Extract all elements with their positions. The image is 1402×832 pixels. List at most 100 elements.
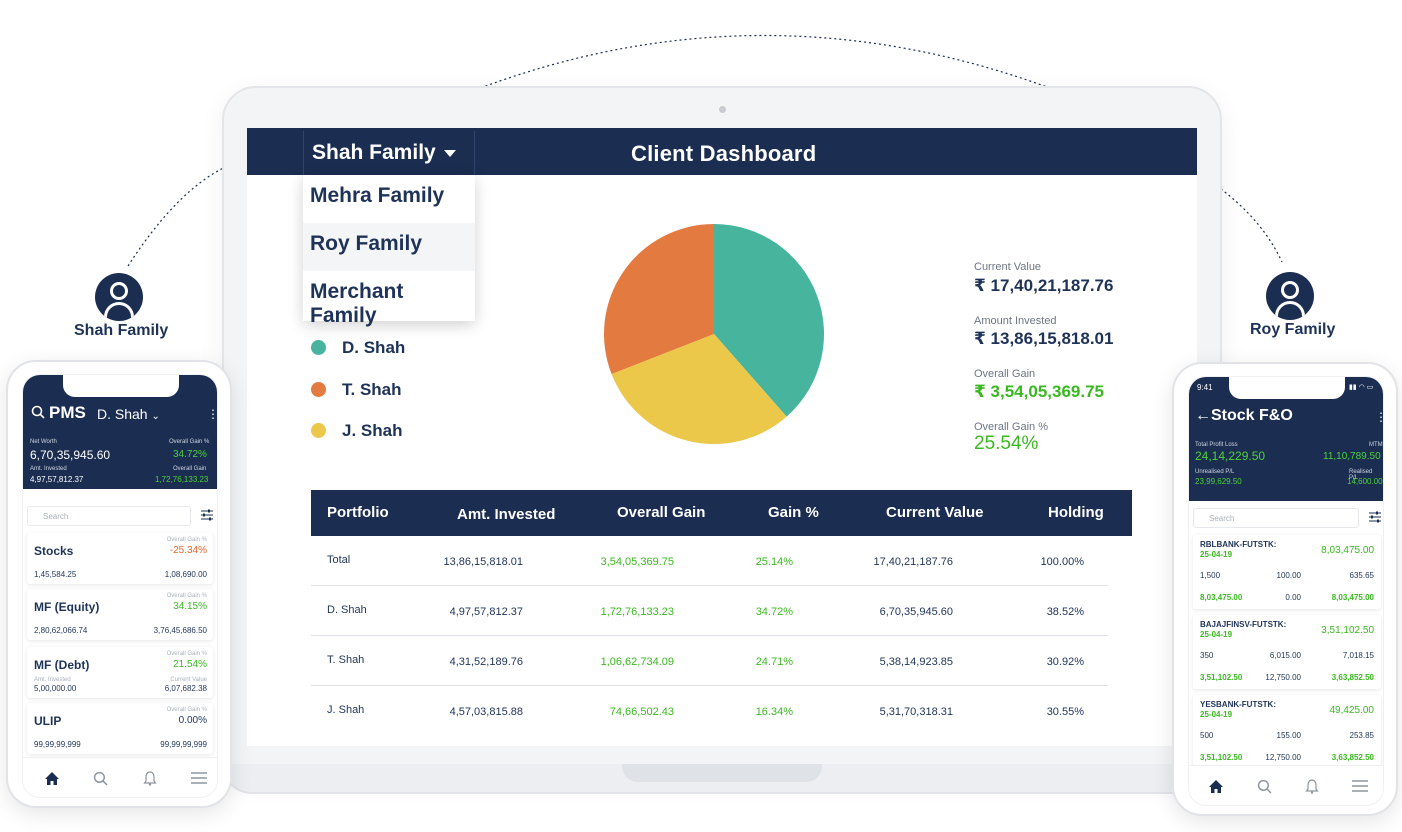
current-value: 3,76,45,686.50 — [153, 626, 207, 635]
column-header: Overall Gain — [617, 504, 706, 521]
status-icons: ▮▮ ◠ ▭ — [1349, 384, 1374, 391]
table-cell: 100.00% — [1040, 556, 1084, 568]
pie-slice-t-shah[interactable] — [604, 224, 714, 374]
unrealised-pl: 3,51,102.50 — [1200, 673, 1243, 682]
gain-label: Overall Gain % — [166, 707, 207, 713]
expiry-date: 25-04-19 — [1200, 630, 1233, 639]
back-arrow-icon[interactable]: ← — [1195, 407, 1211, 424]
qty: 350 — [1200, 651, 1214, 660]
menu-item-mehra[interactable]: Mehra Family — [310, 184, 445, 207]
legend-item: T. Shah — [311, 380, 402, 402]
table-row[interactable]: T. Shah 4,31,52,189.76 1,06,62,734.09 24.71… — [311, 636, 1108, 686]
search-icon[interactable] — [93, 771, 108, 786]
asset-card[interactable]: MF (Equity) Overall Gain % 34.15% 2,80,62,0… — [27, 589, 213, 640]
home-icon[interactable] — [44, 771, 60, 786]
position-card[interactable]: RBLBANK-FUTSTK: 25-04-19 8,03,475.00 1,500 1… — [1193, 535, 1381, 609]
avg-price: 100.00 — [1276, 571, 1301, 580]
current-value: 1,08,690.00 — [164, 570, 207, 579]
camera — [719, 106, 726, 113]
pie-chart — [604, 224, 824, 444]
amt-invested: 2,80,62,066.74 — [34, 626, 88, 635]
column-header: Portfolio — [327, 504, 389, 521]
table-cell: 24.71% — [755, 656, 793, 668]
pms-header: PMS D. Shah ⌄ ⋮ Net Worth 6,70,35,945.60… — [23, 375, 217, 489]
right-phone: 9:41 ▮▮ ◠ ▭ ←Stock F&O ⋮ Total Profit Lo… — [1172, 362, 1398, 816]
user-icon — [95, 273, 143, 321]
user-icon — [1266, 272, 1314, 320]
overall-gain-label: Overall Gain — [173, 466, 207, 472]
table-cell: D. Shah — [327, 604, 367, 616]
search-input[interactable]: Search — [1193, 508, 1359, 528]
phone-notch — [63, 375, 179, 397]
realised-pl: 12,750.00 — [1265, 673, 1301, 682]
unrealised-pl: 8,03,475.00 — [1200, 593, 1243, 602]
avg-price: 6,015.00 — [1269, 651, 1301, 660]
menu-item-merchant[interactable]: Merchant Family — [310, 280, 404, 327]
right-user-label: Roy Family — [1250, 321, 1336, 338]
asset-card[interactable]: MF (Debt) Overall Gain % 21.54% Amt. Invest… — [27, 647, 213, 698]
menu-icon[interactable] — [191, 772, 207, 784]
more-icon[interactable]: ⋮ — [207, 407, 218, 421]
legend-item: D. Shah — [311, 338, 405, 360]
column-header: Amt. Invested — [457, 506, 556, 523]
amount-invested-label: Amount Invested — [974, 315, 1057, 327]
table-cell: J. Shah — [327, 704, 365, 716]
caret-down-icon — [443, 149, 456, 157]
gain-value: 21.54% — [173, 659, 207, 670]
filter-icon[interactable] — [200, 508, 214, 522]
overall-gain: 1,72,76,133.23 — [155, 475, 209, 484]
chevron-down-icon: ⌄ — [151, 411, 160, 422]
filter-icon[interactable] — [1368, 510, 1382, 524]
more-icon[interactable]: ⋮ — [1375, 410, 1383, 424]
home-icon[interactable] — [1208, 779, 1224, 794]
asset-card[interactable]: ULIP Overall Gain % 0.00% 99,99,99,999 99,99… — [27, 703, 213, 754]
table-row[interactable]: D. Shah 4,97,57,812.37 1,72,76,133.23 34.72… — [311, 586, 1108, 636]
asset-card[interactable]: Stocks Overall Gain % -25.34% 1,45,584.25 1,… — [27, 533, 213, 584]
total-pl: 3,63,852.50 — [1331, 673, 1374, 682]
search-icon[interactable] — [31, 405, 45, 419]
search-input[interactable]: Search — [27, 506, 191, 526]
table-row[interactable]: J. Shah 4,57,03,815.88 74,66,502.43 16.34% 5… — [311, 686, 1108, 736]
bell-icon[interactable] — [143, 771, 157, 786]
left-label: Amt. Invested — [34, 677, 71, 683]
user-switcher[interactable]: D. Shah ⌄ — [97, 406, 160, 422]
asset-name: MF (Debt) — [34, 658, 90, 672]
total-pl: 8,03,475.00 — [1331, 593, 1374, 602]
table-header: Portfolio Amt. Invested Overall Gain Gai… — [311, 490, 1132, 536]
table-cell: 5,31,70,318.31 — [879, 706, 953, 718]
menu-icon[interactable] — [1352, 780, 1368, 792]
legend-item: J. Shah — [311, 421, 402, 443]
laptop-notch — [622, 764, 822, 782]
right-phone-screen: 9:41 ▮▮ ◠ ▭ ←Stock F&O ⋮ Total Profit Lo… — [1188, 376, 1384, 806]
bell-icon[interactable] — [1305, 779, 1319, 794]
search-icon[interactable] — [1257, 779, 1272, 794]
gain-value: -25.34% — [169, 545, 207, 556]
menu-item-roy[interactable]: Roy Family — [303, 223, 475, 271]
table-cell: 74,66,502.43 — [609, 706, 674, 718]
current-value: 99,99,99,999 — [160, 740, 207, 749]
pie-slice-d-shah[interactable] — [714, 224, 824, 417]
left-user-label: Shah Family — [74, 322, 169, 339]
mtm-value: 11,10,789.50 — [1323, 451, 1381, 462]
page-title: Stock F&O — [1211, 407, 1293, 424]
mtm-value: 49,425.00 — [1329, 705, 1375, 716]
realised-pl: 0.00 — [1285, 593, 1301, 602]
gain-pct: 34.72% — [173, 449, 207, 460]
gain-value: 34.15% — [173, 601, 207, 612]
table-cell: 6,70,35,945.60 — [879, 606, 953, 618]
upl-label: Unrealised P/L — [1195, 469, 1235, 475]
pie-slice-j-shah[interactable] — [611, 334, 787, 444]
gain-label: Overall Gain % — [166, 593, 207, 599]
legend-dot — [311, 340, 326, 355]
tpl-label: Total Profit Loss — [1195, 442, 1238, 448]
family-dropdown[interactable]: Shah Family — [303, 131, 475, 175]
ltp: 253.85 — [1349, 731, 1374, 740]
position-card[interactable]: BAJAJFINSV-FUTSTK: 25-04-19 3,51,102.50 350… — [1193, 615, 1381, 689]
position-card[interactable]: YESBANK-FUTSTK: 25-04-19 49,425.00 500 155.0… — [1193, 695, 1381, 769]
unrealised-pl: 3,51,102.50 — [1200, 753, 1243, 762]
page-title: Client Dashboard — [631, 141, 817, 166]
status-time: 9:41 — [1197, 383, 1213, 392]
table-cell: 13,86,15,818.01 — [443, 556, 523, 568]
current-value-label: Current Value — [974, 261, 1042, 273]
table-row[interactable]: Total 13,86,15,818.01 3,54,05,369.75 25.14%… — [311, 536, 1108, 586]
